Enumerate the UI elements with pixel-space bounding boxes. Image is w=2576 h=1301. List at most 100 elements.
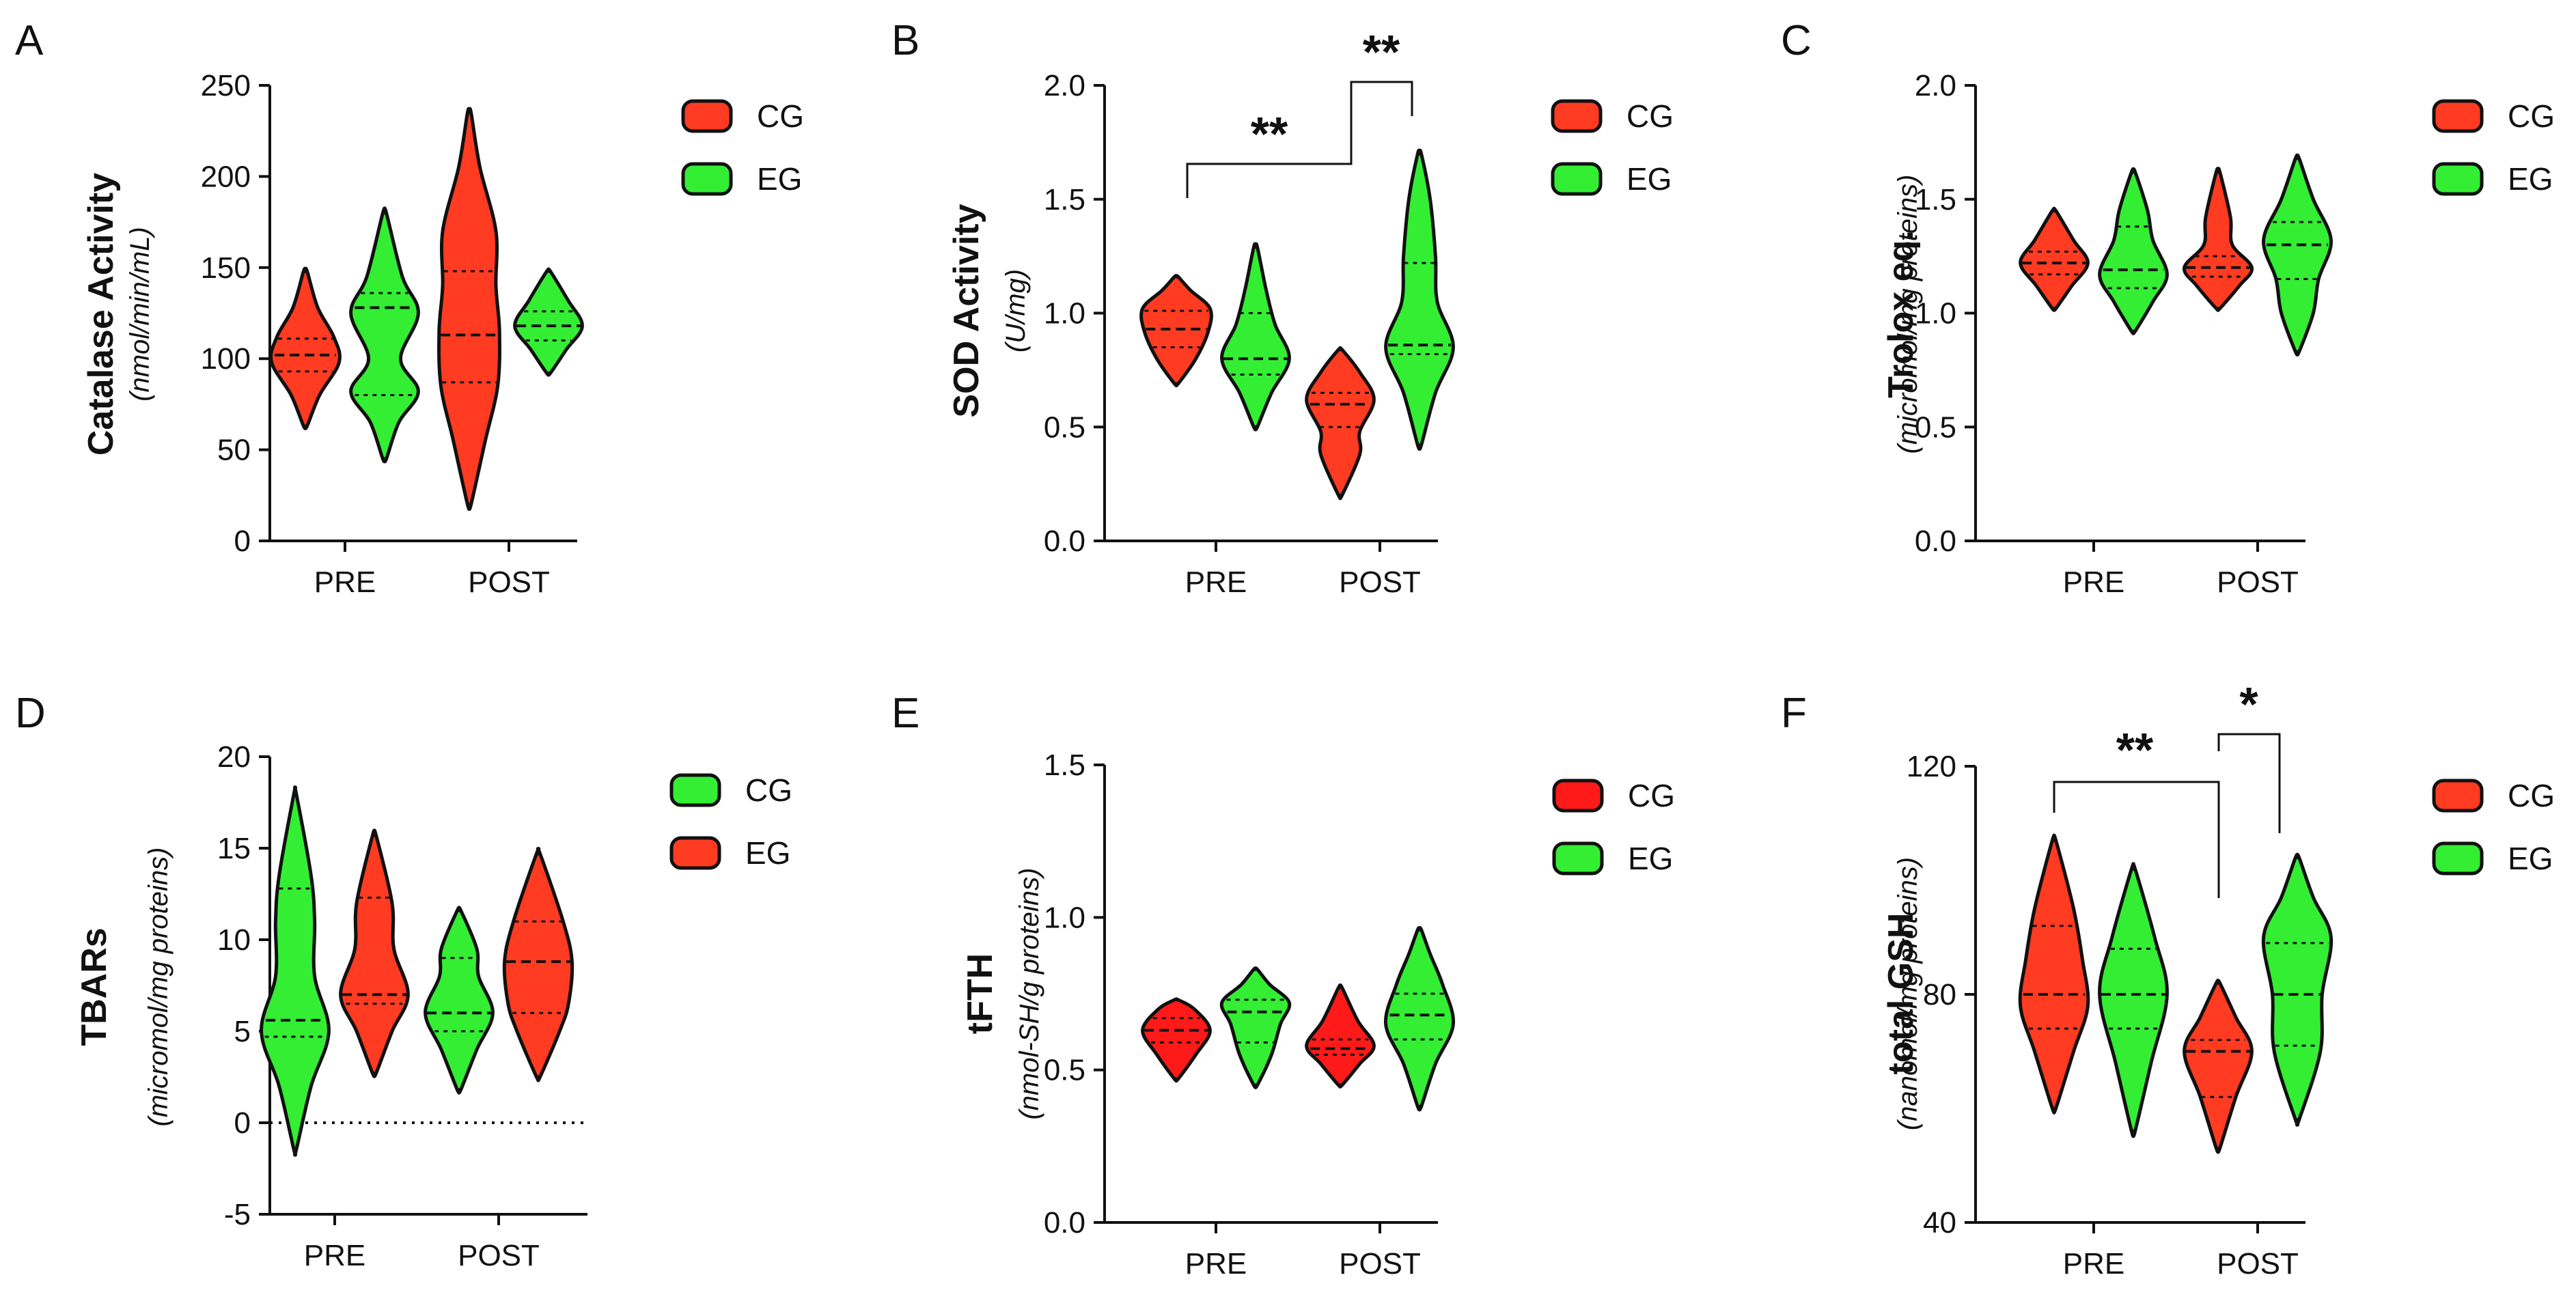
- violin-body: [269, 266, 342, 430]
- y-tick-label: 0.0: [1915, 524, 1956, 558]
- panel-c: C 0.0 0.5 1.0 1.5 2.0 PRE POST Trolox eq.(microm…: [1781, 17, 2555, 599]
- violin-cg-pre: [2019, 206, 2090, 312]
- y-axis-title: Catalase Activity: [81, 173, 121, 456]
- violin-cg-post: [437, 107, 501, 511]
- panel-letter: A: [15, 17, 44, 64]
- y-tick-label: 1.0: [1915, 297, 1956, 331]
- violin-cg-pre: [269, 266, 342, 430]
- y-tick-label: 0.5: [1044, 1054, 1085, 1087]
- y-axis-unit: (U/mg): [1001, 269, 1031, 352]
- violin-body: [1219, 966, 1292, 1089]
- x-tick-label: POST: [2217, 565, 2299, 599]
- x-tick-label: PRE: [1185, 1247, 1247, 1281]
- y-axis-title: total GSH: [1881, 913, 1921, 1075]
- y-axis-title: Trolox eq.: [1881, 230, 1921, 398]
- y-tick-label: 0.0: [1044, 524, 1085, 558]
- y-axis-title: tFTH: [960, 953, 1000, 1034]
- legend-label-cg: CG: [1626, 98, 1674, 134]
- legend-label-cg: CG: [757, 98, 804, 134]
- x-tick-label: PRE: [2063, 565, 2124, 599]
- significance-label: **: [1251, 107, 1288, 160]
- y-axis-unit: (micromol/mg proteins): [143, 848, 174, 1127]
- y-tick-label: 2.0: [1915, 69, 1956, 102]
- violin-body: [2261, 852, 2333, 1127]
- violin-body: [1141, 997, 1212, 1083]
- legend-label-cg: CG: [2508, 98, 2555, 134]
- y-tick-label: 0.5: [1915, 410, 1956, 444]
- x-tick-label: PRE: [304, 1239, 365, 1272]
- violin-body: [1139, 274, 1213, 388]
- x-tick-label: PRE: [2063, 1247, 2124, 1281]
- violin-body: [2098, 167, 2169, 335]
- violin-eg-post: [502, 847, 574, 1082]
- significance-bracket: [2217, 733, 2281, 833]
- significance-bracket: [2053, 781, 2220, 898]
- violin-cg-post: [2183, 167, 2254, 312]
- y-tick-label: 1.5: [1044, 183, 1085, 216]
- significance-bracket: [1186, 102, 1353, 198]
- legend-swatch-cg: [669, 773, 721, 807]
- y-axis-unit: (nanomol/mg proteins): [1893, 857, 1923, 1130]
- violin-eg-post: [2262, 153, 2333, 356]
- y-tick-label: 10: [217, 923, 251, 957]
- violin-body: [349, 206, 420, 464]
- violin-cg-pre: [1139, 274, 1213, 388]
- panel-letter: D: [15, 690, 46, 737]
- violin-body: [1220, 242, 1291, 432]
- y-tick-label: 0.5: [1044, 410, 1085, 444]
- violin-cg-pre: [2018, 833, 2090, 1115]
- violin-eg-post: [1384, 148, 1455, 451]
- violin-body: [260, 785, 331, 1157]
- legend-label-eg: EG: [1626, 161, 1672, 197]
- violin-body: [513, 267, 584, 377]
- violin-body: [2098, 862, 2169, 1138]
- legend-label-cg: CG: [2508, 778, 2555, 813]
- violin-body: [1384, 926, 1455, 1112]
- significance-bracket: [1350, 81, 1413, 116]
- y-tick-label: 1.0: [1044, 297, 1085, 331]
- y-tick-label: 5: [234, 1015, 251, 1048]
- violin-eg-post: [1384, 926, 1455, 1112]
- legend-swatch-cg: [1552, 779, 1604, 813]
- violin-cg-pre: [260, 785, 331, 1157]
- legend-swatch-eg: [681, 162, 733, 196]
- panel-e: E 0.0 0.5 1.0 1.5 PRE POST tFTH (nmol-SH/g prote…: [891, 690, 1675, 1281]
- violin-eg-pre: [339, 828, 410, 1078]
- significance-label: **: [2116, 723, 2154, 777]
- y-tick-label: 1.5: [1044, 749, 1085, 782]
- y-axis-title: TBARs: [74, 927, 114, 1046]
- violin-eg-post: [2261, 852, 2333, 1127]
- violin-body: [437, 107, 501, 511]
- x-tick-label: POST: [1339, 565, 1421, 599]
- y-axis-unit: (micromol/mg proteins): [1893, 175, 1923, 454]
- significance-label: *: [2239, 677, 2258, 731]
- violin-body: [1384, 148, 1455, 451]
- x-tick-label: POST: [1339, 1247, 1421, 1281]
- legend-label-eg: EG: [2508, 161, 2553, 197]
- violin-body: [1305, 983, 1376, 1089]
- panel-letter: B: [891, 17, 919, 64]
- x-tick-label: POST: [2217, 1247, 2299, 1281]
- legend-swatch-eg: [2432, 162, 2484, 196]
- y-tick-label: 15: [217, 832, 251, 865]
- legend-label-eg: EG: [2508, 841, 2553, 876]
- violin-eg-pre: [2098, 862, 2169, 1138]
- legend-label-eg: EG: [757, 161, 802, 197]
- y-tick-label: 20: [217, 740, 251, 774]
- y-tick-label: 2.0: [1044, 69, 1085, 102]
- violin-cg-post: [2183, 979, 2254, 1154]
- x-tick-label: PRE: [314, 565, 376, 599]
- violin-eg-post: [513, 267, 584, 377]
- legend-swatch-eg: [1551, 162, 1603, 196]
- x-tick-label: PRE: [1185, 565, 1247, 599]
- y-tick-label: 1.0: [1044, 901, 1085, 934]
- violin-eg-pre: [2098, 167, 2169, 335]
- violin-body: [2183, 167, 2254, 312]
- y-tick-label: -5: [224, 1198, 251, 1231]
- y-axis-unit: (nmol-SH/g proteins): [1014, 867, 1044, 1119]
- violin-body: [424, 906, 495, 1095]
- y-tick-label: 0: [234, 524, 251, 558]
- violin-eg-pre: [1220, 242, 1291, 432]
- legend-swatch-cg: [681, 99, 733, 133]
- y-tick-label: 200: [201, 160, 251, 193]
